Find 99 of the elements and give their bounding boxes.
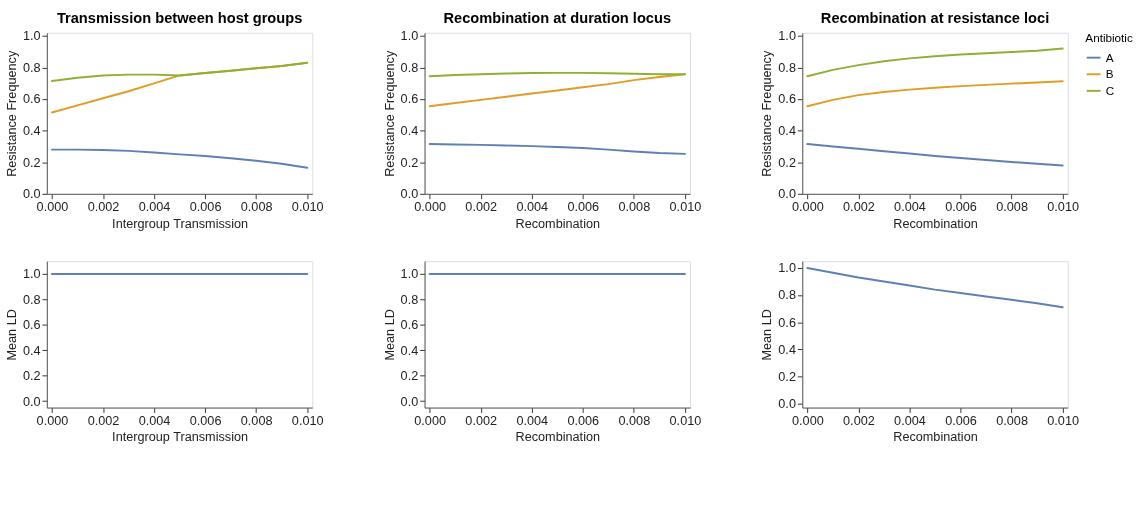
x-tick-label: 0.010 (669, 413, 702, 428)
y-tick-label: 0.2 (778, 155, 796, 170)
x-tick-label: 0.006 (567, 413, 600, 428)
x-tick-label: 0.004 (516, 413, 549, 428)
line-series (806, 266, 1064, 309)
y-tick-label: 0.2 (22, 155, 41, 170)
x-tick-label: 0.008 (996, 199, 1028, 214)
x-tick-label: 0.010 (291, 413, 324, 428)
y-tick-label: 0.6 (22, 318, 41, 333)
y-axis-title: Resistance Frequency (382, 50, 397, 177)
y-tick-label: 0.2 (400, 155, 419, 170)
y-tick-label: 0.4 (778, 342, 796, 357)
y-tick-label: 0.4 (400, 124, 419, 139)
y-tick-label: 1.0 (400, 267, 419, 282)
x-tick-label: 0.000 (36, 199, 69, 214)
line-series (428, 143, 686, 155)
chart-title: Recombination at resistance loci (820, 10, 1050, 27)
x-tick-label: 0.010 (1047, 199, 1079, 214)
x-tick-label: 0.000 (792, 199, 824, 214)
y-tick-label: 0.2 (22, 369, 41, 384)
y-axis-title: Mean LD (5, 309, 20, 361)
y-tick-label: 0.4 (778, 124, 796, 139)
x-tick-label: 0.004 (894, 199, 926, 214)
x-tick-label: 0.004 (138, 413, 171, 428)
line-series (50, 148, 309, 169)
x-tick-label: 0.008 (996, 413, 1028, 428)
y-tick-label: 0.6 (778, 315, 796, 330)
legend-label: B (1105, 67, 1114, 81)
y-tick-label: 0.8 (22, 292, 41, 307)
legend-label: A (1105, 50, 1114, 64)
line-series (428, 73, 686, 108)
x-tick-label: 0.000 (36, 413, 69, 428)
line-series (806, 80, 1064, 108)
y-tick-label: 1.0 (22, 267, 41, 282)
y-tick-label: 1.0 (778, 261, 796, 276)
y-tick-label: 1.0 (400, 29, 419, 44)
y-tick-label: 0.6 (400, 92, 419, 107)
x-tick-label: 0.010 (669, 199, 702, 214)
x-tick-label: 0.004 (894, 413, 926, 428)
x-axis-title: Intergroup Transmission (112, 216, 249, 231)
x-tick-label: 0.002 (843, 413, 875, 428)
x-tick-label: 0.008 (618, 199, 651, 214)
x-tick-label: 0.000 (414, 199, 447, 214)
y-tick-label: 0.8 (778, 288, 796, 303)
y-axis-title: Mean LD (382, 309, 397, 361)
line-series (50, 61, 309, 82)
y-tick-label: 1.0 (22, 29, 41, 44)
x-tick-label: 0.002 (843, 199, 875, 214)
y-tick-label: 0.2 (778, 369, 796, 384)
x-tick-label: 0.008 (618, 413, 651, 428)
x-tick-label: 0.010 (291, 199, 324, 214)
x-tick-label: 0.006 (567, 199, 600, 214)
chart-title: Transmission between host groups (56, 10, 303, 27)
y-tick-label: 0.6 (778, 92, 796, 107)
y-tick-label: 0.4 (22, 343, 41, 358)
x-tick-label: 0.002 (465, 199, 498, 214)
x-tick-label: 0.010 (1047, 413, 1079, 428)
x-tick-label: 0.006 (189, 413, 222, 428)
y-tick-label: 0.4 (22, 124, 41, 139)
x-axis-title: Intergroup Transmission (112, 430, 249, 445)
x-tick-label: 0.006 (945, 199, 977, 214)
y-tick-label: 0.8 (400, 292, 419, 307)
y-tick-label: 0.6 (400, 318, 419, 333)
y-tick-label: 0.0 (778, 396, 796, 411)
x-tick-label: 0.008 (240, 413, 273, 428)
x-tick-label: 0.002 (87, 413, 120, 428)
y-tick-label: 0.0 (400, 187, 419, 202)
x-tick-label: 0.006 (189, 199, 222, 214)
x-tick-label: 0.000 (414, 413, 447, 428)
x-tick-label: 0.004 (138, 199, 171, 214)
y-tick-label: 0.4 (400, 343, 419, 358)
y-tick-label: 0.8 (22, 60, 41, 75)
x-axis-title: Recombination (893, 216, 978, 231)
x-tick-label: 0.000 (792, 413, 824, 428)
y-tick-label: 0.0 (400, 394, 419, 409)
y-tick-label: 0.8 (400, 60, 419, 75)
x-axis-title: Recombination (515, 430, 601, 445)
x-axis-title: Recombination (893, 430, 978, 445)
y-tick-label: 0.0 (778, 187, 796, 202)
y-tick-label: 0.2 (400, 369, 419, 384)
y-tick-label: 0.0 (22, 394, 41, 409)
x-tick-label: 0.002 (87, 199, 120, 214)
legend-title: Antibiotic (1085, 30, 1133, 44)
x-tick-label: 0.004 (516, 199, 549, 214)
y-tick-label: 0.0 (22, 187, 41, 202)
line-series (806, 47, 1064, 78)
x-tick-label: 0.008 (240, 199, 273, 214)
y-axis-title: Resistance Frequency (760, 50, 775, 177)
y-axis-title: Mean LD (760, 309, 775, 361)
y-axis-title: Resistance Frequency (5, 50, 20, 177)
y-tick-label: 1.0 (778, 29, 796, 44)
x-axis-title: Recombination (515, 216, 601, 231)
y-tick-label: 0.6 (22, 92, 41, 107)
x-tick-label: 0.002 (465, 413, 498, 428)
y-tick-label: 0.8 (778, 60, 796, 75)
x-tick-label: 0.006 (945, 413, 977, 428)
chart-title: Recombination at duration locus (443, 10, 672, 27)
line-series (806, 143, 1064, 167)
legend-label: C (1105, 83, 1115, 97)
